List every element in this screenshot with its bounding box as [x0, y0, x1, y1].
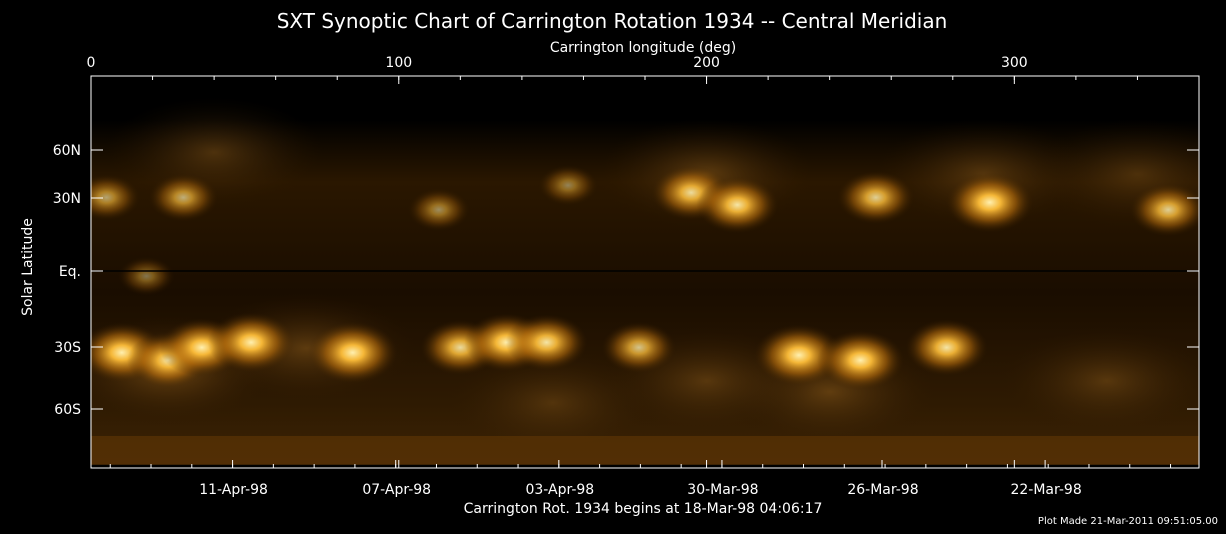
left-tick-label-2: Eq. — [59, 264, 81, 280]
active-region-18 — [91, 174, 140, 221]
active-region-12 — [148, 173, 218, 222]
diffuse-region-4 — [996, 325, 1199, 436]
synoptic-map-area — [91, 76, 1199, 468]
y-axis-label: Solar Latitude — [20, 218, 36, 316]
bottom-polar-band — [91, 436, 1199, 464]
bottom-tick-label-2: 03-Apr-98 — [525, 482, 594, 498]
active-region-21 — [118, 256, 175, 296]
plot-made-footer: Plot Made 21-Mar-2011 09:51:05.00 — [1038, 516, 1218, 527]
top-tick-label-2: 200 — [693, 55, 720, 71]
left-tick-label-0: 60N — [53, 143, 81, 159]
top-axis: 0 100 200 300 — [87, 55, 1138, 468]
bottom-tick-label-4: 26-Mar-98 — [847, 482, 918, 498]
active-region-11 — [905, 319, 988, 376]
active-region-17 — [1129, 183, 1199, 237]
active-region-19 — [408, 188, 470, 231]
bottom-axis: 11-Apr-98 07-Apr-98 03-Apr-98 30-Mar-98 26-M… — [109, 460, 1172, 498]
active-region-4 — [307, 321, 398, 384]
bottom-tick-label-1: 07-Apr-98 — [362, 482, 431, 498]
active-region-7 — [505, 314, 588, 371]
left-tick-label-3: 30S — [54, 340, 81, 356]
active-region-16 — [946, 172, 1034, 233]
active-region-20 — [538, 165, 598, 206]
chart-title: SXT Synoptic Chart of Carrington Rotatio… — [277, 9, 948, 33]
bottom-axis-label: Carrington Rot. 1934 begins at 18-Mar-98… — [464, 501, 823, 517]
active-region-15 — [837, 171, 915, 224]
top-axis-label: Carrington longitude (deg) — [550, 40, 736, 56]
bottom-tick-label-0: 11-Apr-98 — [199, 482, 268, 498]
diffuse-region-5 — [104, 97, 325, 208]
active-region-3 — [207, 312, 295, 373]
top-tick-label-0: 0 — [87, 55, 96, 71]
top-tick-label-1: 100 — [385, 55, 412, 71]
bottom-tick-label-3: 30-Mar-98 — [687, 482, 758, 498]
active-region-10 — [816, 330, 904, 391]
left-tick-label-4: 60S — [54, 402, 81, 418]
left-axis: 60N 30N Eq. 30S 60S — [53, 143, 1199, 418]
diffuse-region-9 — [442, 347, 663, 458]
active-regions-layer — [91, 165, 1199, 391]
top-tick-label-3: 300 — [1001, 55, 1028, 71]
active-region-14 — [696, 176, 779, 234]
bottom-tick-label-5: 22-Mar-98 — [1010, 482, 1081, 498]
left-tick-label-1: 30N — [53, 191, 81, 207]
active-region-8 — [601, 321, 676, 374]
